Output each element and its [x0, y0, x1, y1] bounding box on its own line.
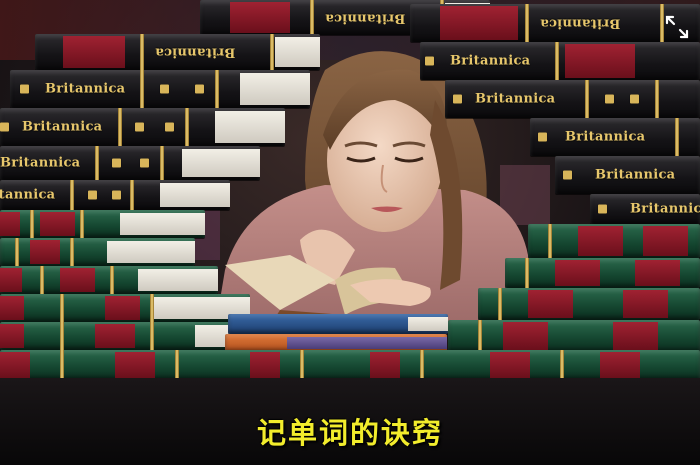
book-spine: Britannica: [410, 4, 700, 42]
book-spine: Britannica: [10, 70, 310, 108]
book-spine: [478, 288, 700, 320]
expand-icon[interactable]: [664, 14, 690, 40]
book-spine: Britannica: [0, 146, 260, 180]
book-spine-label: Britannica: [540, 15, 621, 31]
book-spine-label: Britannica: [155, 44, 236, 60]
book-spine-label: Britannica: [0, 187, 56, 203]
book-spine: [528, 224, 700, 258]
book-spine: Britannica: [420, 42, 700, 80]
book-spine: Britannica: [445, 80, 700, 118]
book-spine: [448, 320, 700, 352]
book-spine: Britannica: [555, 156, 700, 194]
book-spine: [0, 210, 205, 238]
book-spine-label: Britannica: [325, 10, 406, 25]
book-spine: Britannica: [590, 194, 700, 224]
book-spine: [0, 350, 700, 380]
book-spine-label: Britannica: [22, 119, 103, 135]
book-spine: Britannica: [530, 118, 700, 156]
book-spine: [0, 294, 250, 322]
paperback-book: [225, 334, 447, 352]
woman-reading-illustration: [215, 51, 530, 330]
book-spine: [505, 258, 700, 288]
book-spine: Britannica: [35, 34, 320, 70]
paperback-book: [228, 314, 448, 334]
book-spine-label: Britannica: [595, 167, 676, 183]
book-spine-label: Britannica: [45, 81, 126, 97]
book-spine-label: Britannica: [475, 91, 556, 107]
video-subtitle: 记单词的诀窍: [256, 416, 443, 450]
book-spine-label: Britannica: [0, 155, 81, 171]
book-spine-label: Britannica: [450, 53, 531, 69]
book-spine: Britannica: [0, 180, 230, 210]
table-reflection: [0, 378, 700, 465]
book-spine: Britannica: [0, 108, 285, 146]
book-spine: [0, 266, 218, 294]
book-spine-label: Britannica: [630, 201, 700, 217]
book-spine-label: Britannica: [565, 129, 646, 145]
book-spine: [0, 238, 195, 266]
book-spine: [0, 322, 240, 350]
